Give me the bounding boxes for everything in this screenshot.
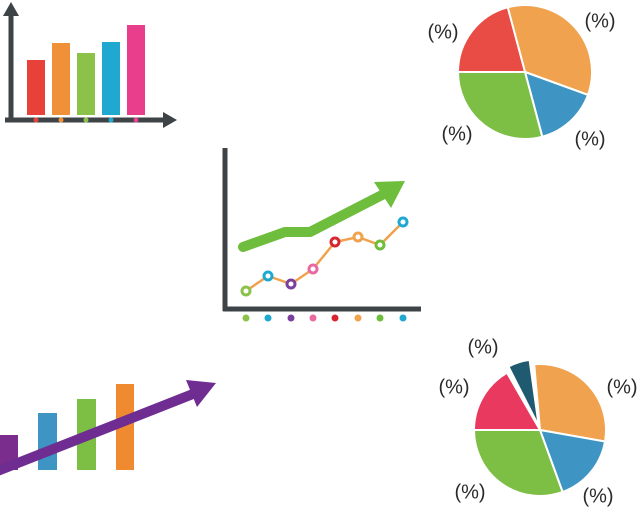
pie-slice: [456, 6, 527, 73]
dot: [242, 314, 250, 322]
pie-label: (%): [427, 21, 458, 43]
arrow-head: [374, 181, 405, 208]
axis-arrow: [163, 112, 177, 128]
pie-label: (%): [582, 485, 613, 507]
pie-slice: [523, 70, 590, 138]
pie-label: (%): [584, 10, 615, 32]
point: [329, 236, 341, 248]
bar: [116, 384, 134, 470]
dot: [287, 314, 295, 322]
arrow-head: [186, 380, 216, 407]
dot: [33, 117, 39, 123]
dot: [399, 314, 407, 322]
bar: [127, 25, 145, 115]
pie-icon: (%) (%) (%) (%) (%): [438, 336, 637, 507]
dot: [376, 314, 384, 322]
pie-label: (%): [441, 123, 472, 145]
point: [352, 231, 364, 243]
trend-arrow: [238, 190, 387, 252]
axis-arrow: [3, 2, 19, 16]
bar: [77, 53, 95, 115]
point: [374, 239, 386, 251]
line-points: [240, 216, 409, 297]
pie-slice: [472, 371, 542, 431]
dot: [108, 117, 114, 123]
pie-slice: [456, 71, 544, 140]
point: [307, 263, 319, 275]
pie-slice: [533, 363, 607, 443]
dot: [83, 117, 89, 123]
dot: [264, 314, 272, 322]
pie-slice: [472, 429, 564, 497]
pie-label: (%): [606, 376, 637, 398]
dot: [133, 117, 139, 123]
pie-slice: [509, 361, 537, 421]
line-chart-icon: [222, 148, 421, 322]
pie-icon: (%) (%) (%) (%): [427, 4, 616, 150]
point: [285, 278, 297, 290]
growth-arrow: [0, 387, 200, 476]
point: [262, 270, 274, 282]
point: [397, 216, 409, 228]
pie-label: (%): [574, 128, 605, 150]
bar: [27, 60, 45, 115]
dot: [331, 314, 339, 322]
bar-chart-icon: [3, 2, 177, 128]
dot: [309, 314, 317, 322]
dot: [58, 117, 64, 123]
bar: [52, 43, 70, 115]
pie-label: (%): [438, 376, 469, 398]
pie-slice: [538, 428, 607, 494]
growth-icon: [0, 380, 216, 476]
point: [240, 285, 252, 297]
bar: [38, 413, 57, 470]
pie-label: (%): [454, 481, 485, 503]
bar: [102, 42, 120, 115]
dot: [354, 314, 362, 322]
pie-label: (%): [467, 336, 498, 358]
